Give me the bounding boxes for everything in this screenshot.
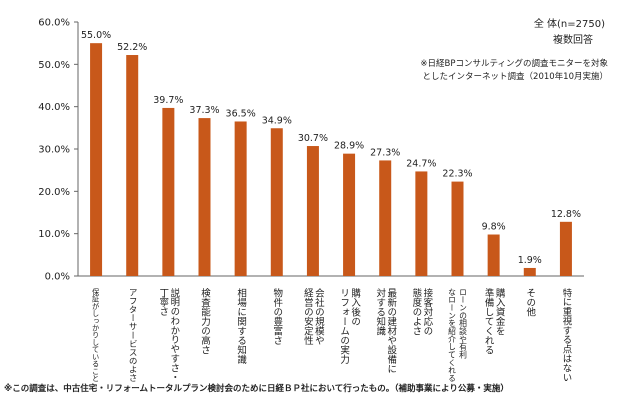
category-label: 会社の規模や	[313, 287, 325, 345]
category-label: 対する知識	[374, 287, 386, 336]
category-label: なローンを紹介してくれる	[447, 288, 456, 382]
bar	[126, 55, 139, 276]
category-label: 丁寧さ	[157, 288, 169, 316]
bar-value-label: 55.0%	[81, 30, 111, 41]
bar-value-label: 22.3%	[442, 169, 472, 180]
bar-value-label: 1.9%	[518, 255, 542, 266]
survey-note-line1: ※日経BPコンサルティングの調査モニターを対象	[420, 58, 608, 69]
category-label: 態度のよさ	[410, 287, 422, 335]
category-label: 購入後の	[349, 287, 361, 326]
bar	[415, 171, 428, 276]
y-tick-label: 0.0%	[45, 272, 70, 283]
bars	[90, 43, 572, 276]
bar	[90, 43, 103, 276]
bar-value-label: 34.9%	[262, 115, 292, 126]
bar-value-label: 24.7%	[406, 158, 436, 169]
category-labels: 保証がしっかりしていること アフターサービスのよさ 説明のわかりやすさ・丁寧さ 検査能…	[91, 287, 572, 382]
bar-value-label: 52.2%	[117, 42, 147, 53]
category-label: 準備してくれる	[483, 287, 495, 354]
category-label: 物件の豊富さ	[271, 287, 283, 345]
bar-value-label: 37.3%	[189, 105, 219, 116]
bar-value-label: 30.7%	[298, 133, 328, 144]
category-label: アフターサービスのよさ	[127, 288, 137, 382]
bar-value-label: 39.7%	[153, 95, 183, 106]
bar-value-label: 36.5%	[226, 108, 256, 119]
y-tick-label: 10.0%	[38, 229, 70, 240]
category-label: 相場に関する知識	[235, 287, 247, 365]
category-label: 検査能力の高さ	[199, 287, 211, 354]
category-label: 経営の安定性	[302, 287, 314, 346]
category-label: 最新の建材や設備に	[385, 288, 397, 374]
bar	[451, 181, 464, 276]
bar-value-label: 12.8%	[551, 209, 581, 220]
y-tick-label: 40.0%	[38, 102, 70, 113]
bar	[343, 153, 356, 276]
y-tick-label: 60.0%	[38, 18, 70, 29]
category-label: ローンの相談や有利	[458, 288, 467, 359]
bar-value-label: 9.8%	[482, 222, 506, 233]
bar	[559, 221, 572, 276]
value-labels: 55.0% 52.2% 39.7% 37.3% 36.5% 34.9% 30.7% 28.9%…	[81, 30, 581, 266]
y-tick-label: 30.0%	[38, 145, 70, 156]
y-axis: 0.0% 10.0% 20.0% 30.0% 40.0% 50.0% 60.0%	[38, 18, 584, 283]
category-label: リフォームの実力	[338, 288, 350, 365]
bar	[306, 146, 319, 276]
bar	[523, 267, 536, 276]
category-label: 購入資金を	[494, 287, 506, 335]
bar	[198, 118, 211, 276]
bar	[487, 234, 500, 276]
bar	[270, 128, 283, 276]
bar	[162, 107, 175, 276]
category-label: 特に重視する点はない	[560, 287, 572, 382]
bar	[234, 121, 247, 276]
y-tick-label: 50.0%	[38, 60, 70, 71]
category-label: 接客対応の	[421, 287, 433, 335]
bar-value-label: 28.9%	[334, 141, 364, 152]
category-label: その他	[524, 288, 536, 317]
legend-sample: 全 体(n=2750)	[534, 17, 605, 30]
y-tick-label: 20.0%	[38, 187, 70, 198]
category-label: 説明のわかりやすさ・	[168, 287, 180, 382]
bar	[379, 160, 392, 276]
bar-value-label: 27.3%	[370, 147, 400, 158]
legend-answer-type: 複数回答	[553, 33, 593, 46]
category-label: 保証がしっかりしていること	[91, 287, 100, 382]
survey-note-line2: としたインターネット調査（2010年10月実施）	[423, 71, 608, 82]
footer-note: ※この調査は、中古住宅・リフォームトータルプラン検討会のために日経ＢＰ社において…	[4, 384, 509, 394]
